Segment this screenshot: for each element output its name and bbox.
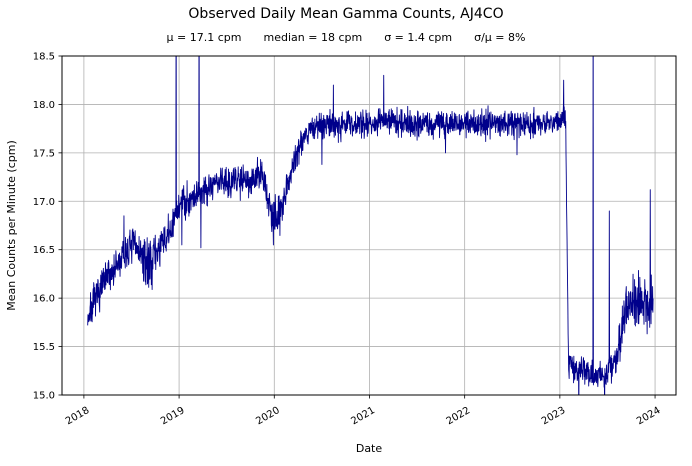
grid bbox=[62, 55, 676, 396]
chart-stats-line: μ = 17.1 cpm median = 18 cpm σ = 1.4 cpm σ/… bbox=[0, 31, 692, 44]
x-tick-label: 2018 bbox=[64, 405, 92, 427]
gamma-counts-line bbox=[87, 56, 654, 395]
y-tick-label: 17.5 bbox=[33, 148, 55, 159]
y-tick-label: 15.5 bbox=[33, 342, 55, 353]
axes-spines bbox=[61, 55, 677, 396]
x-axis-label: Date bbox=[356, 442, 383, 455]
stat-cv: σ/μ = 8% bbox=[474, 31, 526, 44]
tick-marks bbox=[58, 55, 656, 399]
series-group bbox=[87, 56, 654, 395]
y-axis-label: Mean Counts per Minute (cpm) bbox=[5, 140, 18, 311]
x-tick-label: 2020 bbox=[254, 405, 282, 427]
stat-sigma: σ = 1.4 cpm bbox=[384, 31, 453, 44]
y-tick-label: 18.5 bbox=[33, 52, 55, 63]
x-tick-label: 2023 bbox=[540, 405, 568, 427]
y-tick-label: 16.0 bbox=[33, 294, 55, 305]
chart-title: Observed Daily Mean Gamma Counts, AJ4CO bbox=[188, 6, 504, 22]
x-tick-label: 2019 bbox=[159, 405, 187, 427]
stat-mu: μ = 17.1 cpm bbox=[166, 31, 242, 44]
y-tick-label: 15.0 bbox=[33, 391, 55, 402]
stat-median: median = 18 cpm bbox=[263, 31, 363, 44]
x-tick-label: 2024 bbox=[635, 405, 663, 427]
x-tick-label: 2022 bbox=[445, 405, 473, 427]
y-tick-label: 17.0 bbox=[33, 197, 55, 208]
y-tick-label: 18.0 bbox=[33, 100, 55, 111]
x-tick-label: 2021 bbox=[349, 405, 377, 427]
y-tick-label: 16.5 bbox=[33, 245, 55, 256]
